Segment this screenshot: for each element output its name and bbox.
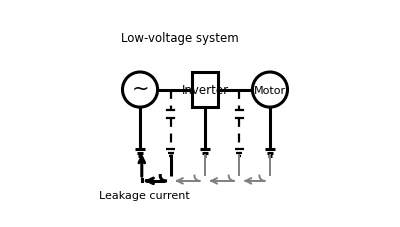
Bar — [192, 73, 218, 108]
Text: Inverter: Inverter — [182, 84, 228, 97]
Text: Low-voltage system: Low-voltage system — [121, 32, 238, 45]
Text: ~: ~ — [131, 79, 149, 98]
Text: Leakage current: Leakage current — [99, 190, 190, 200]
Text: Motor: Motor — [254, 85, 286, 95]
